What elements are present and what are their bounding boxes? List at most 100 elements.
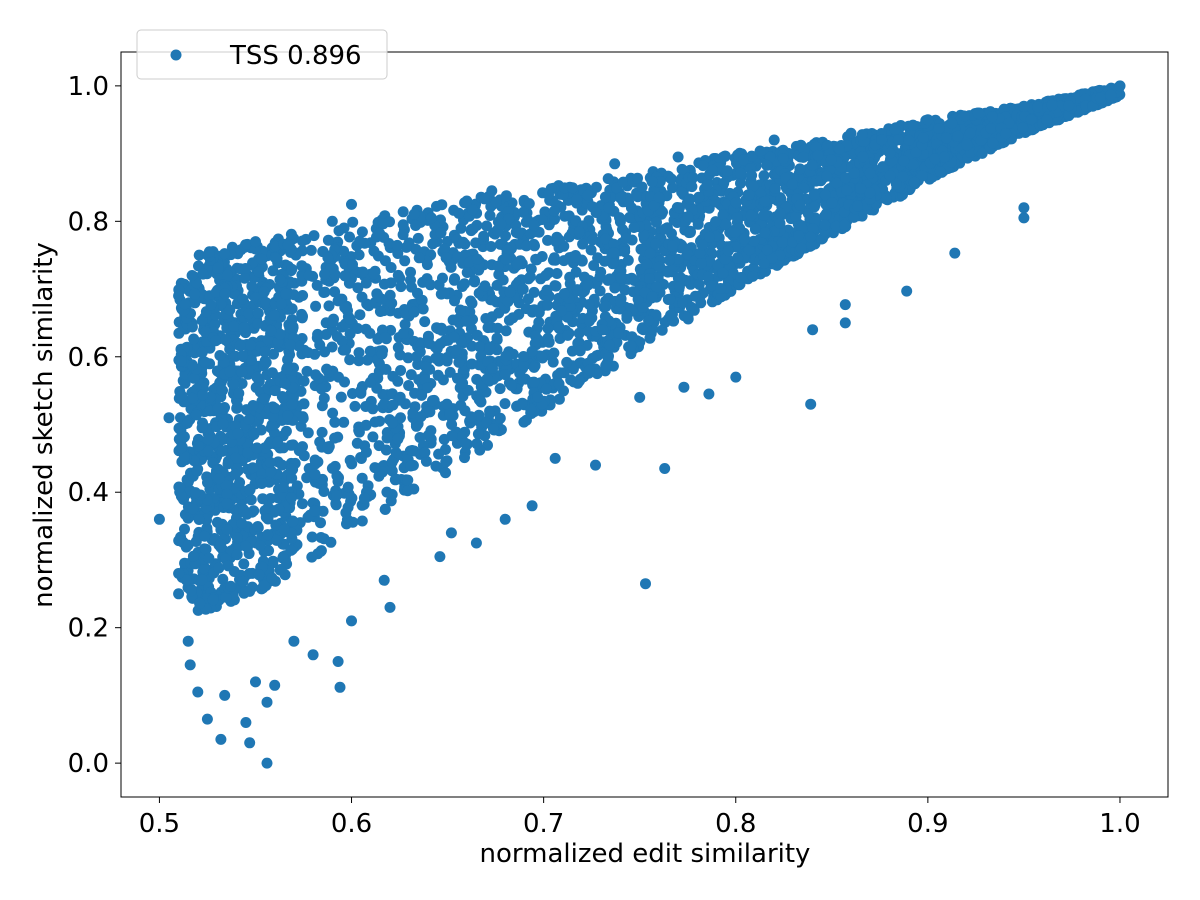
- scatter-point: [182, 635, 194, 647]
- scatter-point: [617, 224, 628, 235]
- scatter-point: [312, 328, 324, 340]
- scatter-point: [280, 425, 292, 437]
- scatter-point: [412, 232, 424, 244]
- scatter-point: [819, 189, 831, 201]
- scatter-point: [379, 332, 391, 344]
- scatter-point: [528, 376, 540, 388]
- scatter-point: [256, 478, 268, 489]
- scatter-point: [445, 261, 457, 273]
- scatter-point: [695, 257, 707, 269]
- scatter-point: [220, 334, 232, 346]
- scatter-point: [497, 274, 509, 286]
- scatter-point: [602, 173, 614, 185]
- scatter-point: [202, 477, 213, 489]
- scatter-point: [240, 717, 252, 728]
- scatter-point: [524, 271, 536, 283]
- scatter-point: [574, 345, 586, 357]
- scatter-point: [718, 177, 730, 189]
- scatter-point: [202, 434, 214, 445]
- scatter-point: [543, 336, 555, 348]
- scatter-point: [717, 267, 729, 279]
- scatter-point: [215, 733, 227, 745]
- scatter-point: [259, 346, 271, 358]
- scatter-point: [678, 242, 690, 254]
- scatter-point: [400, 308, 412, 320]
- scatter-point: [440, 467, 451, 479]
- scatter-point: [958, 110, 970, 122]
- scatter-point: [643, 315, 655, 327]
- scatter-point: [574, 375, 585, 387]
- scatter-point: [220, 591, 232, 603]
- scatter-point: [420, 361, 432, 373]
- scatter-point: [196, 346, 208, 358]
- scatter-point: [329, 416, 341, 428]
- scatter-point: [247, 462, 259, 474]
- scatter-point: [487, 294, 498, 306]
- scatter-point: [600, 360, 612, 372]
- scatter-point: [910, 146, 922, 158]
- scatter-point: [213, 473, 225, 485]
- scatter-point: [309, 454, 321, 466]
- legend-box: [136, 29, 388, 80]
- scatter-point: [432, 369, 444, 381]
- scatter-point: [825, 154, 837, 166]
- scatter-point: [216, 384, 228, 396]
- scatter-point: [479, 280, 491, 292]
- scatter-point: [417, 303, 429, 315]
- scatter-point: [369, 462, 381, 474]
- scatter-point: [265, 325, 277, 337]
- scatter-point: [423, 338, 435, 350]
- scatter-point: [794, 199, 806, 211]
- scatter-point: [380, 444, 392, 456]
- scatter-point: [356, 515, 368, 527]
- scatter-point: [190, 409, 202, 421]
- scatter-point: [619, 284, 631, 296]
- scatter-point: [303, 269, 315, 281]
- scatter-point: [199, 530, 211, 542]
- scatter-point: [222, 458, 234, 470]
- scatter-point: [278, 523, 290, 535]
- scatter-point: [259, 356, 271, 368]
- scatter-point: [434, 551, 446, 563]
- x-tick-label: 0.8: [715, 809, 756, 839]
- scatter-point: [446, 430, 458, 442]
- scatter-point: [221, 498, 233, 510]
- scatter-point: [233, 387, 245, 399]
- scatter-point: [548, 347, 560, 359]
- scatter-point: [356, 226, 368, 238]
- scatter-point: [326, 215, 338, 227]
- scatter-point: [461, 267, 473, 278]
- scatter-point: [326, 341, 338, 353]
- scatter-point: [193, 260, 204, 272]
- scatter-point: [174, 482, 186, 493]
- scatter-point: [702, 271, 714, 283]
- scatter-point: [582, 279, 594, 291]
- scatter-point: [636, 181, 648, 193]
- scatter-point: [459, 278, 470, 290]
- scatter-point: [500, 253, 512, 265]
- scatter-point: [360, 277, 372, 289]
- scatter-point: [457, 236, 469, 248]
- scatter-point: [676, 186, 688, 198]
- scatter-point: [186, 359, 198, 371]
- scatter-point: [261, 696, 273, 708]
- scatter-point: [478, 230, 490, 242]
- scatter-point: [607, 258, 619, 270]
- scatter-point: [153, 513, 165, 525]
- scatter-point: [1018, 212, 1030, 224]
- scatter-point: [729, 227, 741, 238]
- scatter-point: [310, 369, 322, 381]
- scatter-point: [353, 249, 365, 261]
- scatter-point: [212, 262, 224, 274]
- scatter-point: [704, 255, 716, 267]
- scatter-point: [558, 255, 570, 267]
- scatter-point: [777, 153, 789, 165]
- scatter-point: [540, 383, 552, 395]
- scatter-point: [384, 601, 396, 613]
- scatter-point: [604, 273, 616, 285]
- scatter-point: [246, 354, 257, 366]
- scatter-point: [269, 385, 281, 397]
- scatter-point: [333, 472, 344, 484]
- scatter-point: [330, 499, 342, 511]
- scatter-point: [897, 171, 909, 183]
